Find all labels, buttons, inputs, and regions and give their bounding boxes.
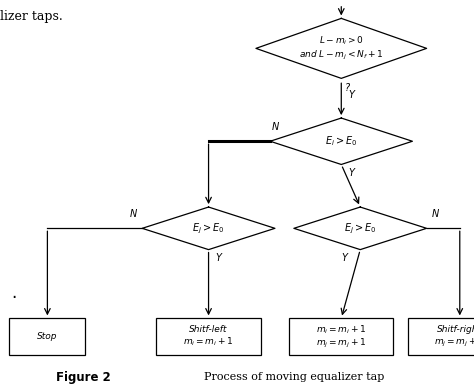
Text: $m_i = m_i + 1$
$m_j = m_j + 1$: $m_i = m_i + 1$ $m_j = m_j + 1$ — [316, 323, 366, 350]
Text: Shitf-left
$m_i = m_i + 1$: Shitf-left $m_i = m_i + 1$ — [183, 325, 234, 348]
Bar — [289, 318, 393, 355]
Text: Y: Y — [348, 90, 355, 100]
Text: Shitf-right
$m_j = m_j + 1$: Shitf-right $m_j = m_j + 1$ — [435, 325, 474, 349]
Text: ?: ? — [345, 83, 349, 93]
Text: $E_j > E_0$: $E_j > E_0$ — [192, 221, 225, 236]
Text: Y: Y — [216, 253, 222, 264]
Text: Process of moving equalizer tap: Process of moving equalizer tap — [204, 372, 384, 382]
Bar — [156, 318, 261, 355]
Text: N: N — [271, 122, 279, 132]
Text: ·: · — [11, 289, 17, 307]
Text: lizer taps.: lizer taps. — [0, 10, 63, 23]
Text: Figure 2: Figure 2 — [55, 371, 110, 384]
Bar — [408, 318, 474, 355]
Text: Y: Y — [348, 168, 355, 178]
Text: Stop: Stop — [37, 332, 58, 341]
Bar — [9, 318, 85, 355]
Text: N: N — [431, 209, 438, 219]
Text: $E_j > E_0$: $E_j > E_0$ — [344, 221, 376, 236]
Text: $E_i > E_0$: $E_i > E_0$ — [325, 134, 357, 148]
Text: N: N — [130, 209, 137, 219]
Text: Y: Y — [341, 253, 347, 264]
Text: $L-m_i > 0$
$and\ L-m_j < N_f+1$: $L-m_i > 0$ $and\ L-m_j < N_f+1$ — [299, 35, 384, 62]
